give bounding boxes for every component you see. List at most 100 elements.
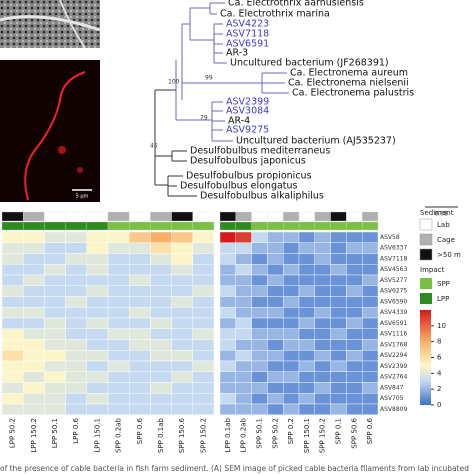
heat-cell [346, 382, 363, 394]
heat-cell [314, 317, 331, 329]
heat-cell [219, 360, 237, 372]
heat-cell [192, 274, 215, 286]
heat-cell [1, 360, 24, 372]
row-label: ASV6591 [380, 320, 407, 327]
heat-cell [1, 403, 24, 415]
heat-cell [362, 339, 379, 351]
heat-cell [150, 253, 172, 265]
heat-cell [314, 296, 331, 308]
heat-cell [1, 393, 24, 405]
heat-cell [330, 253, 347, 265]
heat-cell [1, 264, 24, 276]
heat-cell [107, 360, 130, 372]
heat-cell [86, 371, 109, 383]
column-label: SPP 50.1 [256, 418, 264, 449]
heat-cell [150, 360, 172, 372]
heat-cell [314, 339, 331, 351]
heat-cell [1, 307, 24, 319]
heat-cell [283, 371, 300, 383]
column-label: LPP 0.6 [72, 417, 80, 443]
heat-cell [235, 393, 252, 405]
heat-cell [283, 328, 300, 340]
legend-swatch [419, 233, 433, 246]
heat-cell [298, 274, 316, 286]
heat-cell [330, 231, 347, 243]
heat-cell [314, 231, 331, 243]
heat-cell [219, 274, 237, 286]
heat-cell [235, 307, 252, 319]
heat-cell [1, 296, 24, 308]
heat-cell [298, 242, 316, 254]
heat-cell [23, 360, 45, 372]
heat-cell [171, 403, 194, 415]
row-label: ASV1768 [380, 341, 407, 348]
heat-cell [1, 371, 24, 383]
leaf-label: Desulfobulbus elongatus [180, 181, 298, 192]
heat-cell [128, 382, 151, 394]
heat-cell [219, 242, 237, 254]
heat-cell [23, 274, 45, 286]
heat-cell [346, 285, 363, 297]
heat-cell [267, 360, 284, 372]
leaf-label: Ca. Electronema nielsenii [288, 78, 409, 89]
heat-cell [251, 339, 268, 351]
heat-cell [346, 307, 363, 319]
heat-cell [346, 242, 363, 254]
leaf-label: ASV4223 [226, 19, 269, 30]
sediment-annotation [314, 211, 331, 222]
heat-cell [235, 382, 252, 394]
heat-cell [298, 393, 316, 405]
sediment-annotation [235, 211, 252, 222]
heat-cell [107, 231, 130, 243]
heat-cell [1, 339, 24, 351]
heat-cell [107, 285, 130, 297]
heat-cell [235, 339, 252, 351]
heat-cell [128, 360, 151, 372]
heat-cell [1, 350, 24, 362]
heat-cell [330, 285, 347, 297]
impact-annotation [235, 221, 252, 231]
leaf-label: Uncultured bacterium (AJ535237) [236, 136, 396, 147]
heat-cell [330, 382, 347, 394]
heat-cell [283, 274, 300, 286]
leaf-label: Ca. Electrothrix marina [220, 9, 330, 20]
colorbar-tick-label: 10 [437, 322, 446, 330]
sediment-annotation [150, 211, 172, 222]
heat-cell [251, 274, 268, 286]
colorbar-tick-label: 4 [437, 369, 442, 377]
heat-cell [150, 242, 172, 254]
heat-cell [267, 371, 284, 383]
heat-cell [23, 264, 45, 276]
heat-cell [128, 285, 151, 297]
heat-cell [86, 339, 109, 351]
heat-cell [150, 317, 172, 329]
heat-cell [219, 403, 237, 415]
heat-cell [107, 382, 130, 394]
heat-cell [251, 242, 268, 254]
heat-cell [314, 242, 331, 254]
column-label: SPP 0.6 [366, 417, 374, 444]
heat-cell [346, 393, 363, 405]
leaf-label: ASV2399 [226, 97, 269, 108]
impact-annotation [192, 221, 215, 231]
impact-annotation [150, 221, 172, 231]
heat-cell [235, 296, 252, 308]
heat-cell [267, 296, 284, 308]
impact-annotation [171, 221, 193, 231]
heat-cell [330, 393, 347, 405]
heat-cell [44, 360, 66, 372]
heat-cell [44, 253, 66, 265]
heat-cell [128, 274, 151, 286]
heat-cell [1, 231, 24, 243]
sediment-annotation [1, 211, 24, 222]
column-label: LPP 50.2 [9, 418, 17, 448]
heat-cell [65, 393, 87, 405]
row-label: ASV4339 [380, 309, 407, 316]
heat-cell [346, 360, 363, 372]
heat-cell [346, 328, 363, 340]
heat-cell [362, 307, 379, 319]
column-label: SPP 150.1 [303, 418, 311, 453]
heat-cell [346, 403, 363, 415]
column-label: SPP 150.2 [199, 418, 207, 453]
heat-cell [362, 274, 379, 286]
